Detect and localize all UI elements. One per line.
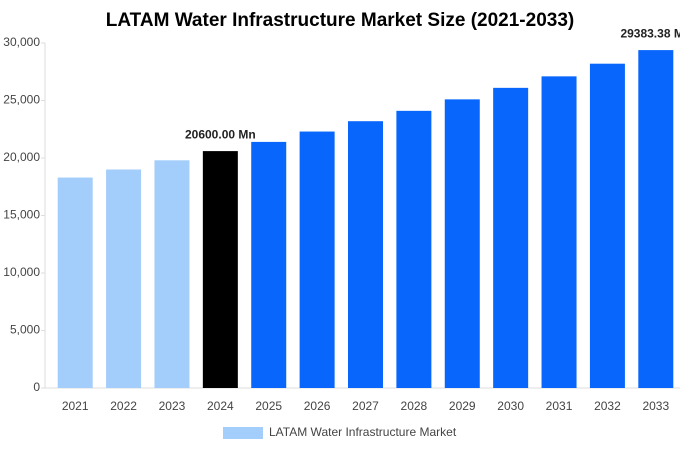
x-tick-label: 2029 (449, 399, 476, 413)
bar (251, 141, 287, 388)
y-tick-label: 10,000 (3, 265, 40, 279)
bar (396, 110, 432, 388)
value-label: 29383.38 Mn (620, 26, 680, 40)
bar (154, 160, 190, 388)
y-tick-label: 30,000 (3, 35, 40, 49)
chart-title: LATAM Water Infrastructure Market Size (… (106, 10, 574, 31)
y-tick-label: 5,000 (10, 323, 40, 337)
bar (348, 121, 383, 388)
bar (638, 50, 674, 389)
x-tick-label: 2032 (594, 399, 621, 413)
y-tick-label: 20,000 (3, 150, 40, 164)
x-tick-label: 2031 (546, 399, 573, 413)
bar (106, 169, 142, 388)
bar (541, 76, 577, 388)
bar (299, 131, 335, 389)
value-label: 20600.00 Mn (185, 127, 256, 141)
x-tick-label: 2028 (401, 399, 428, 413)
x-tick-label: 2024 (207, 399, 234, 413)
bar (493, 87, 529, 388)
legend-swatch (223, 427, 263, 439)
legend-label: LATAM Water Infrastructure Market (269, 425, 457, 439)
x-tick-label: 2025 (255, 399, 282, 413)
x-tick-label: 2027 (352, 399, 379, 413)
bar (57, 177, 93, 388)
bar (202, 151, 238, 388)
x-tick-label: 2026 (304, 399, 331, 413)
bar (589, 63, 625, 388)
x-tick-label: 2022 (110, 399, 137, 413)
x-tick-label: 2021 (62, 399, 89, 413)
x-tick-label: 2030 (497, 399, 524, 413)
x-tick-label: 2023 (159, 399, 186, 413)
y-tick-label: 15,000 (3, 208, 40, 222)
y-tick-label: 25,000 (3, 93, 40, 107)
bar (444, 99, 480, 388)
x-tick-label: 2033 (642, 399, 669, 413)
y-tick-label: 0 (33, 380, 40, 394)
